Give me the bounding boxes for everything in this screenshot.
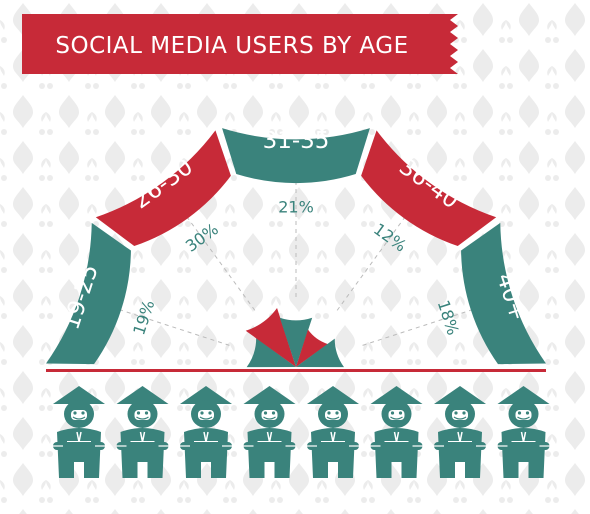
title-banner: SOCIAL MEDIA USERS BY AGE xyxy=(22,14,458,74)
category-label: 31-35 xyxy=(263,128,330,154)
percent-label: 21% xyxy=(278,198,314,217)
baseline-rule xyxy=(46,369,546,372)
chart-title: SOCIAL MEDIA USERS BY AGE xyxy=(55,33,408,59)
